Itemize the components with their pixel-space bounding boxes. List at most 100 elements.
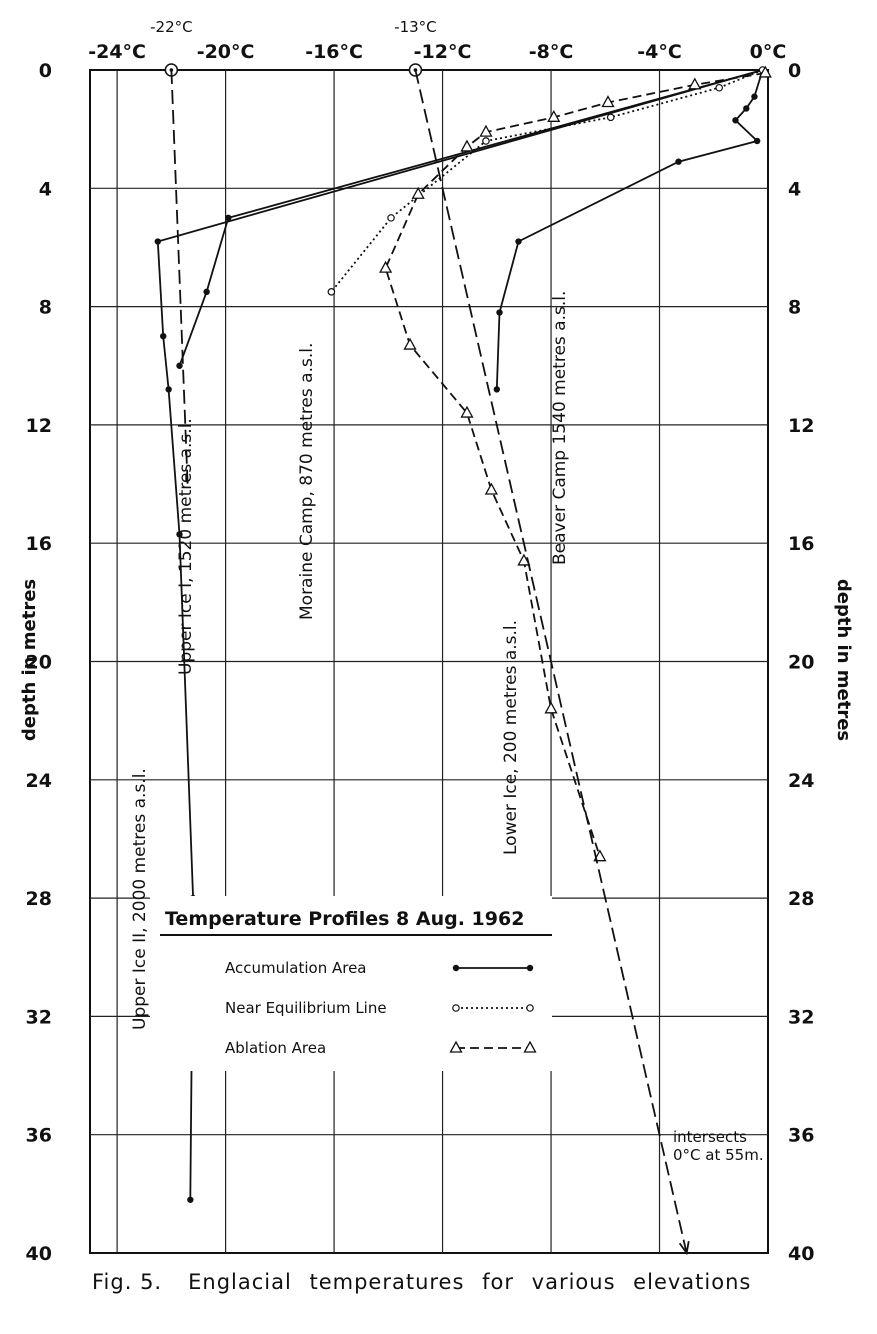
y-tick-left-4: 4	[39, 178, 52, 200]
series-0-point-3	[165, 386, 172, 393]
series-line-2	[495, 69, 764, 390]
x-tick--20: -20°C	[197, 41, 255, 63]
series-label-1: Upper Ice I, 1520 metres a.s.l.	[176, 418, 196, 675]
series-3-point-1	[715, 83, 723, 92]
y-tick-right-12: 12	[788, 415, 814, 437]
series-2-point-5	[675, 158, 682, 165]
y-tick-left-24: 24	[26, 770, 52, 792]
series-line-3	[330, 69, 763, 293]
x-tick--12: -12°C	[414, 41, 472, 63]
series-2-point-6	[515, 238, 522, 245]
legend-box	[150, 896, 552, 1071]
legend: Accumulation Area Near Equilibrium Line Ab…	[225, 959, 537, 1057]
series-2-point-3	[732, 117, 739, 124]
y-tick-right-20: 20	[788, 652, 814, 674]
x-tick--4: -4°C	[637, 41, 682, 63]
series-0-point-2	[160, 332, 167, 340]
y-tick-right-16: 16	[788, 533, 814, 555]
y-tick-left-16: 16	[26, 533, 52, 555]
series-4-point-1	[688, 77, 702, 90]
series-labels: Upper Ice II, 2000 metres a.s.l. Upper Ic…	[130, 291, 570, 1030]
y-axis-label-left: depth in metres	[19, 579, 40, 741]
legend-marker-end-2	[523, 1040, 537, 1053]
series-4-point-0	[758, 65, 772, 78]
legend-marker-start-2	[449, 1040, 463, 1053]
series-3-point-2	[606, 113, 615, 122]
series-4-point-9	[460, 405, 474, 418]
series-4-point-12	[544, 701, 558, 714]
y-tick-right-40: 40	[788, 1243, 814, 1265]
series-3-point-5	[327, 288, 336, 296]
legend-marker-end-1	[526, 1004, 534, 1012]
y-tick-right-0: 0	[788, 60, 801, 82]
y-tick-right-36: 36	[788, 1125, 814, 1147]
y-tick-right-24: 24	[788, 770, 814, 792]
y-tick-left-8: 8	[39, 297, 52, 319]
series-4-point-4	[479, 124, 493, 137]
annotation-intersects-line1: intersects	[673, 1128, 747, 1146]
series-2-point-1	[751, 93, 758, 100]
series-2-point-8	[493, 386, 500, 393]
y-tick-left-0: 0	[39, 60, 52, 82]
series-0-point-6	[187, 1196, 194, 1203]
y-tick-left-28: 28	[26, 888, 52, 910]
ticks: 0 0 4 4 8 8 12 12 16 16 20 20 24 24 28 28 32 32 36 36 40 40 -2…	[26, 18, 815, 1265]
series-4-point-2	[601, 95, 615, 108]
series-4-point-8	[403, 337, 417, 350]
legend-marker-start-0	[452, 964, 460, 972]
series-0-point-1	[154, 238, 161, 245]
y-tick-right-8: 8	[788, 297, 801, 319]
y-tick-right-4: 4	[788, 178, 801, 200]
y-tick-right-32: 32	[788, 1006, 814, 1028]
series-1-point-1	[225, 214, 232, 222]
series-1-point-3	[176, 362, 183, 369]
series-4-point-3	[547, 109, 561, 122]
series-3-point-4	[387, 214, 395, 222]
legend-label-1: Near Equilibrium Line	[225, 999, 387, 1017]
x-tick--16: -16°C	[305, 41, 363, 63]
series-3-point-3	[482, 137, 490, 145]
grid	[90, 70, 768, 1253]
series-label-4: Lower Ice, 200 metres a.s.l.	[501, 620, 521, 855]
legend-label-2: Ablation Area	[225, 1039, 326, 1057]
series-label-2: Beaver Camp 1540 metres a.s.l.	[550, 291, 570, 565]
y-tick-left-20: 20	[26, 652, 52, 674]
series-4-point-7	[379, 260, 393, 273]
series-line-6	[170, 69, 189, 485]
x-tick--24: -24°C	[88, 41, 146, 63]
y-tick-right-28: 28	[788, 888, 814, 910]
x-tick-0: 0°C	[750, 41, 787, 63]
legend-label-0: Accumulation Area	[225, 959, 367, 977]
caption-text: Englacial temperatures for various eleva…	[188, 1270, 752, 1294]
series-2-point-4	[753, 137, 761, 145]
series-label-3: Moraine Camp, 870 metres a.s.l.	[297, 343, 317, 620]
series-4-point-5	[460, 139, 474, 152]
x-tick--8: -8°C	[529, 41, 574, 63]
y-tick-left-32: 32	[26, 1006, 52, 1028]
legend-title: Temperature Profiles 8 Aug. 1962	[165, 908, 524, 930]
arrowhead-extrapolation	[678, 1241, 690, 1256]
legend-marker-end-0	[526, 964, 534, 972]
series-line-1	[178, 69, 763, 367]
series-2-point-7	[496, 309, 503, 316]
y-axis-label-right: depth in metres	[833, 579, 854, 741]
series-4-point-11	[517, 553, 531, 566]
series-line-4	[384, 72, 766, 857]
y-tick-left-40: 40	[26, 1243, 52, 1265]
series-4-point-10	[484, 482, 498, 495]
caption-fig-number: Fig. 5.	[92, 1270, 163, 1294]
x-extra-label--13: -13°C	[394, 18, 436, 36]
series-1-point-2	[203, 288, 210, 296]
series-line-5	[414, 69, 688, 1254]
series-4-point-6	[411, 186, 425, 199]
figure-caption: Fig. 5. Englacial temperatures for variou…	[92, 1270, 751, 1294]
series-0-point-4	[176, 531, 183, 538]
x-extra-label--22: -22°C	[150, 18, 192, 36]
series-layer	[154, 65, 772, 1256]
series-4-point-13	[593, 849, 607, 862]
y-tick-left-36: 36	[26, 1125, 52, 1147]
legend-marker-start-1	[452, 1004, 460, 1012]
annotation-intersects-line2: 0°C at 55m.	[673, 1146, 764, 1164]
series-label-0: Upper Ice II, 2000 metres a.s.l.	[130, 768, 150, 1030]
